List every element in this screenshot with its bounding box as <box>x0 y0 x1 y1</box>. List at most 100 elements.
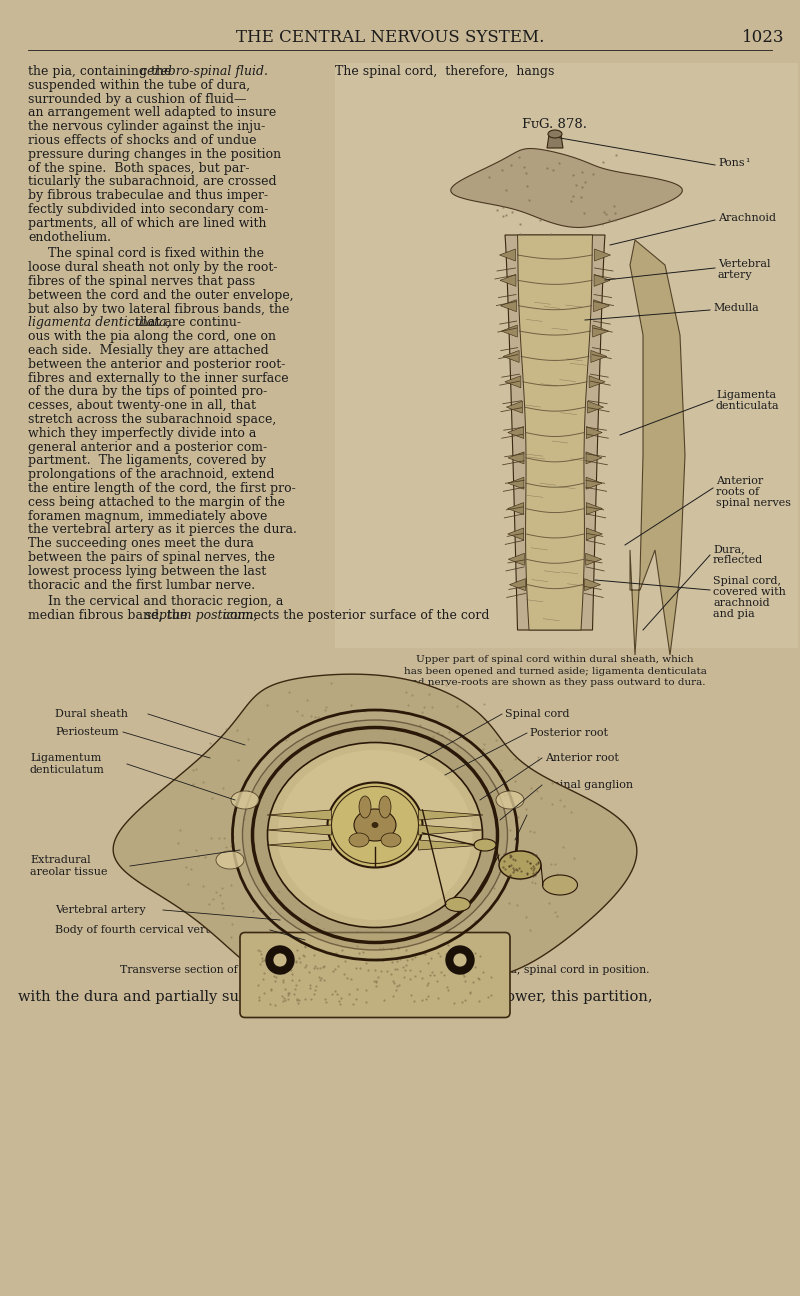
Polygon shape <box>586 477 602 489</box>
Polygon shape <box>267 840 331 850</box>
Polygon shape <box>585 578 601 591</box>
Polygon shape <box>586 527 602 540</box>
Text: suspended within the tube of dura,: suspended within the tube of dura, <box>28 79 250 92</box>
Polygon shape <box>508 477 524 489</box>
Text: the pia, containing the: the pia, containing the <box>28 65 175 78</box>
Polygon shape <box>586 452 602 464</box>
Polygon shape <box>505 235 605 630</box>
Text: foramen magnum, immediately above: foramen magnum, immediately above <box>28 509 267 522</box>
Text: septum posticum,: septum posticum, <box>145 609 257 622</box>
Text: each side.  Mesially they are attached: each side. Mesially they are attached <box>28 343 269 356</box>
Text: Anterior root: Anterior root <box>545 753 619 763</box>
Polygon shape <box>418 810 483 820</box>
Text: ligamenta denticulata,: ligamenta denticulata, <box>28 316 170 329</box>
Polygon shape <box>594 275 610 286</box>
Polygon shape <box>508 527 524 540</box>
Text: Pons: Pons <box>718 158 745 168</box>
Ellipse shape <box>242 721 507 950</box>
Text: denticulata: denticulata <box>716 400 780 411</box>
Text: between the cord and the outer envelope,: between the cord and the outer envelope, <box>28 289 294 302</box>
Text: Vertebral artery: Vertebral artery <box>55 905 146 915</box>
Text: between the anterior and posterior root-: between the anterior and posterior root- <box>28 358 286 371</box>
Ellipse shape <box>372 823 378 828</box>
Text: Extradural: Extradural <box>30 855 90 864</box>
Text: Ligamenta: Ligamenta <box>716 390 776 400</box>
Ellipse shape <box>354 809 396 841</box>
Text: general anterior and a posterior com-: general anterior and a posterior com- <box>28 441 267 454</box>
Polygon shape <box>505 376 521 388</box>
Polygon shape <box>594 249 610 260</box>
Text: Periosteum: Periosteum <box>55 727 118 737</box>
Text: the vertebral artery as it pierces the dura.: the vertebral artery as it pierces the d… <box>28 524 297 537</box>
Polygon shape <box>502 325 518 337</box>
Text: The spinal cord is fixed within the: The spinal cord is fixed within the <box>28 248 264 260</box>
Text: loose dural sheath not only by the root-: loose dural sheath not only by the root- <box>28 262 278 275</box>
Text: of the spine.  Both spaces, but par-: of the spine. Both spaces, but par- <box>28 162 250 175</box>
Polygon shape <box>589 376 605 388</box>
Ellipse shape <box>327 783 422 867</box>
Polygon shape <box>450 149 682 228</box>
Ellipse shape <box>474 839 496 851</box>
Text: artery: artery <box>718 270 753 280</box>
Ellipse shape <box>381 833 401 848</box>
Ellipse shape <box>446 946 474 975</box>
Polygon shape <box>506 402 522 413</box>
Text: ous with the pia along the cord, one on: ous with the pia along the cord, one on <box>28 330 276 343</box>
Text: cesses, about twenty-one in all, that: cesses, about twenty-one in all, that <box>28 399 256 412</box>
Ellipse shape <box>216 851 244 870</box>
Text: Spinal cord: Spinal cord <box>505 709 570 719</box>
Polygon shape <box>503 350 519 363</box>
Text: Body of fourth cervical vertebra: Body of fourth cervical vertebra <box>55 925 235 934</box>
Text: fectly subdivided into secondary com-: fectly subdivided into secondary com- <box>28 203 268 216</box>
Text: Transverse section of vertebral canal at level of fourth cervical vertebra, spin: Transverse section of vertebral canal at… <box>120 966 650 975</box>
Polygon shape <box>508 553 524 565</box>
Ellipse shape <box>548 130 562 137</box>
Text: prolongations of the arachnoid, extend: prolongations of the arachnoid, extend <box>28 468 274 481</box>
Polygon shape <box>593 325 609 337</box>
Ellipse shape <box>359 796 371 818</box>
Polygon shape <box>508 452 524 464</box>
Text: with the dura and partially subdivides the subarachnoid space.  Lower, this part: with the dura and partially subdivides t… <box>18 990 653 1004</box>
Polygon shape <box>586 503 602 515</box>
Text: Dural sheath: Dural sheath <box>55 709 128 719</box>
Ellipse shape <box>496 791 524 809</box>
Ellipse shape <box>446 897 470 911</box>
Text: fibres and externally to the inner surface: fibres and externally to the inner surfa… <box>28 372 289 385</box>
Polygon shape <box>510 578 526 591</box>
Text: an arrangement well adapted to insure: an arrangement well adapted to insure <box>28 106 276 119</box>
Text: ticularly the subarachnoid, are crossed: ticularly the subarachnoid, are crossed <box>28 175 277 188</box>
Text: THE CENTRAL NERVOUS SYSTEM.: THE CENTRAL NERVOUS SYSTEM. <box>236 30 544 47</box>
Ellipse shape <box>542 875 578 896</box>
Text: fibres of the spinal nerves that pass: fibres of the spinal nerves that pass <box>28 275 255 288</box>
Text: but also by two lateral fibrous bands, the: but also by two lateral fibrous bands, t… <box>28 302 290 316</box>
Text: and pia: and pia <box>713 609 754 619</box>
Polygon shape <box>418 826 483 835</box>
Text: has been opened and turned aside; ligamenta denticulata: has been opened and turned aside; ligame… <box>403 666 706 675</box>
Text: The succeeding ones meet the dura: The succeeding ones meet the dura <box>28 538 254 551</box>
Ellipse shape <box>453 953 467 967</box>
Ellipse shape <box>499 851 541 879</box>
Ellipse shape <box>267 743 482 928</box>
Polygon shape <box>547 135 563 148</box>
Polygon shape <box>499 249 515 260</box>
Text: partment.  The ligaments, covered by: partment. The ligaments, covered by <box>28 455 266 468</box>
Text: Posterior root: Posterior root <box>530 728 608 737</box>
Text: pressure during changes in the position: pressure during changes in the position <box>28 148 281 161</box>
Text: surrounded by a cushion of fluid—: surrounded by a cushion of fluid— <box>28 92 246 105</box>
Polygon shape <box>500 299 516 312</box>
Text: Spinal ganglion: Spinal ganglion <box>545 780 633 791</box>
Ellipse shape <box>379 796 391 818</box>
Polygon shape <box>586 553 602 565</box>
Text: median fibrous band, the: median fibrous band, the <box>28 609 191 622</box>
Polygon shape <box>630 240 685 654</box>
Polygon shape <box>508 503 524 515</box>
Ellipse shape <box>231 791 259 809</box>
Text: rious effects of shocks and of undue: rious effects of shocks and of undue <box>28 133 257 146</box>
Ellipse shape <box>273 953 287 967</box>
Text: which they imperfectly divide into a: which they imperfectly divide into a <box>28 426 256 439</box>
Text: that are continu-: that are continu- <box>130 316 241 329</box>
Polygon shape <box>418 840 483 850</box>
Text: ¹: ¹ <box>745 158 750 168</box>
Text: Medulla: Medulla <box>713 303 758 314</box>
Polygon shape <box>586 426 602 438</box>
